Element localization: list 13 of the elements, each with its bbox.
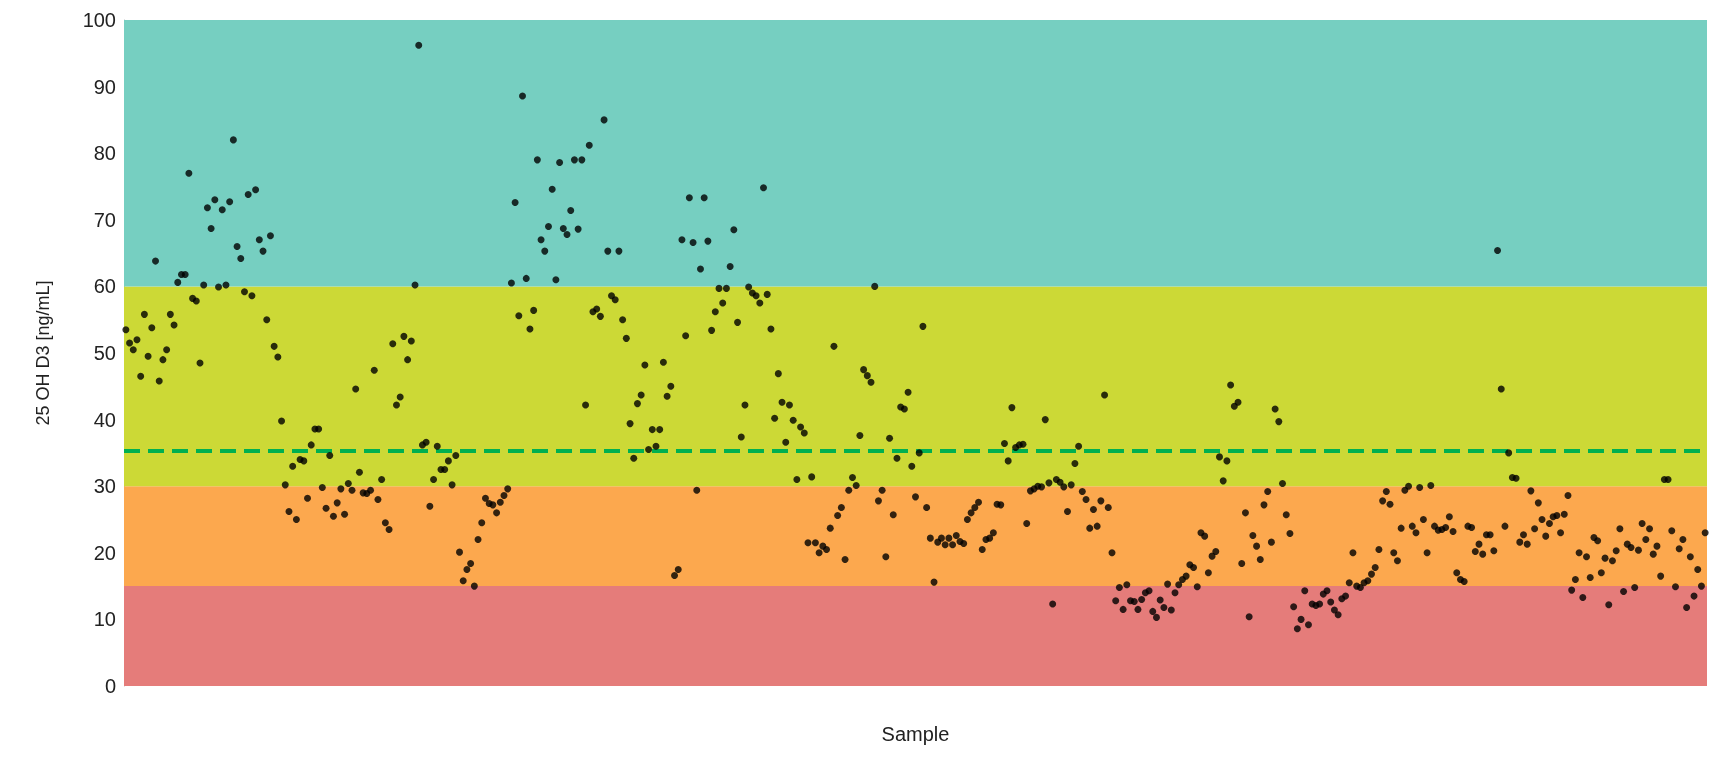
- y-tick-label: 20: [93, 541, 116, 564]
- y-tick-label: 90: [93, 75, 116, 98]
- y-tick-label: 30: [93, 475, 116, 498]
- y-tick-label: 10: [93, 608, 116, 631]
- y-tick-label: 70: [93, 208, 116, 231]
- x-axis-title: Sample: [881, 723, 950, 745]
- y-tick-label: 0: [104, 675, 116, 697]
- y-tick-label: 100: [82, 9, 116, 31]
- y-tick-label: 50: [93, 342, 116, 364]
- y-tick-label: 60: [93, 275, 116, 298]
- y-axis-title: 25 OH D3 [ng/mL]: [33, 280, 53, 426]
- y-tick-label: 40: [93, 408, 116, 431]
- y-tick-label: 80: [93, 142, 116, 165]
